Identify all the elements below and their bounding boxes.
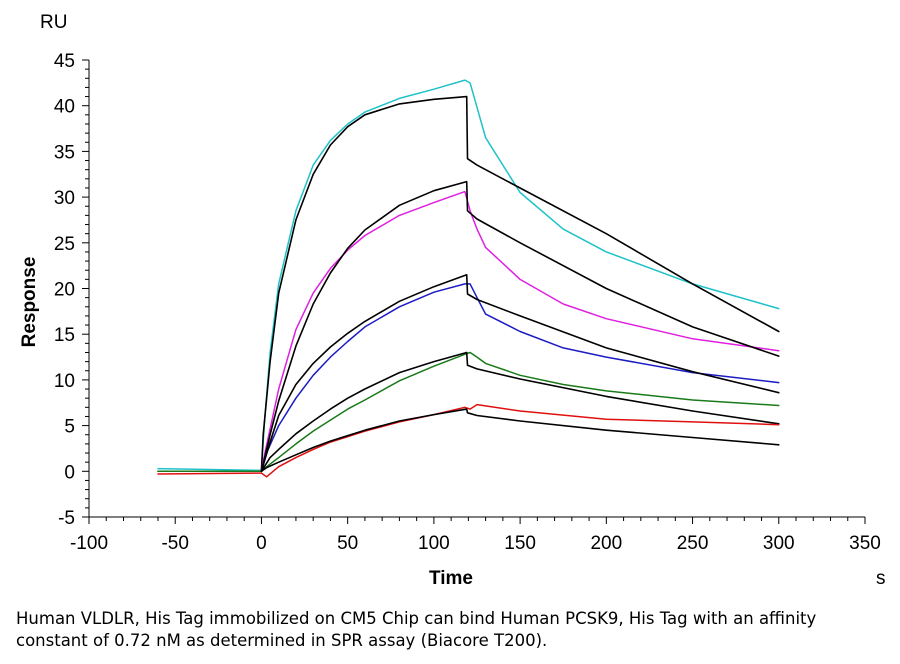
measured-curve-2	[157, 190, 780, 473]
y-tick-label: 35	[54, 142, 75, 163]
measured-curve-6	[157, 351, 780, 473]
x-tick-label: 300	[763, 533, 795, 554]
y-tick-label: 45	[54, 51, 75, 72]
figure-caption: Human VLDLR, His Tag immobilized on CM5 …	[16, 609, 817, 650]
x-tick-label: 200	[590, 533, 622, 554]
x-tick-label: 350	[849, 533, 881, 554]
x-tick-label: 100	[418, 533, 450, 554]
fit-curve-7	[260, 351, 780, 473]
y-axis-ticks: -5 0 5 10 15 20 25 30 35 40 45	[54, 51, 89, 529]
measured-curve-0	[157, 79, 780, 472]
y-tick-label: 0	[64, 462, 75, 483]
measured-curve-8	[157, 403, 780, 478]
x-tick-label: -50	[161, 533, 188, 554]
y-tick-label: 20	[54, 280, 75, 301]
y-tick-label: 10	[54, 371, 75, 392]
x-tick-label: 250	[677, 533, 709, 554]
x-tick-label: 150	[504, 533, 536, 554]
x-tick-label: -100	[70, 533, 108, 554]
y-axis-title: Response	[19, 257, 40, 348]
x-tick-label: 0	[256, 533, 267, 554]
fit-curve-3	[260, 180, 780, 473]
y-tick-label: -5	[58, 508, 75, 529]
plot-area	[157, 79, 780, 478]
x-axis-ticks: -100 -50 0 50 100 150 200 250 300 350	[70, 517, 881, 554]
y-tick-label: 15	[54, 325, 75, 346]
x-tick-label: 50	[337, 533, 358, 554]
x-axis-title: Time	[429, 568, 473, 589]
fit-curve-1	[260, 95, 780, 473]
y-tick-label: 30	[54, 188, 75, 209]
fit-curve-9	[260, 408, 780, 473]
fit-curve-5	[260, 273, 780, 473]
x-unit-label: s	[876, 568, 886, 589]
measured-curve-4	[157, 283, 780, 473]
y-tick-label: 25	[54, 234, 75, 255]
y-tick-label: 5	[64, 417, 75, 438]
y-tick-label: 40	[54, 97, 75, 118]
y-unit-label: RU	[40, 12, 67, 33]
